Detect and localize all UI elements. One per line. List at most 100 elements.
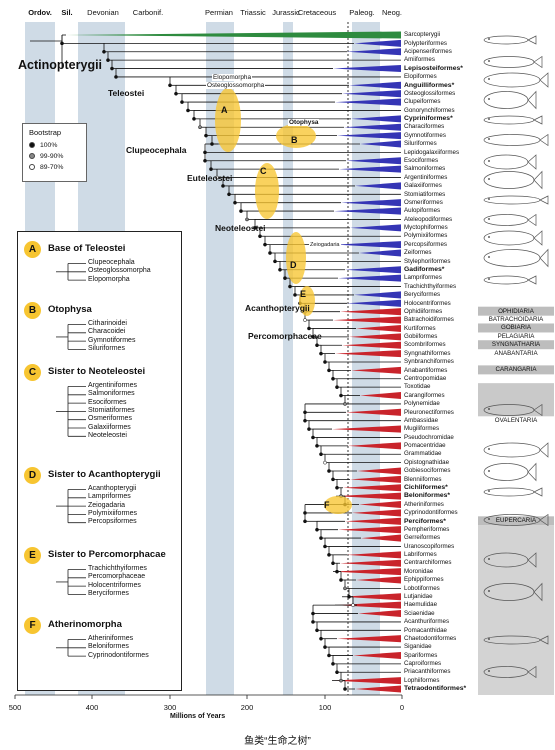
section-item: Trachichthyiformes <box>88 565 147 572</box>
clade-wedge <box>340 559 401 567</box>
bootstrap-node <box>351 603 355 608</box>
taxon-label: Zeiformes <box>404 249 432 257</box>
taxon-label: Beryciformes <box>404 291 441 299</box>
fish-body <box>483 56 535 68</box>
taxon-label: Siganidae <box>404 643 432 651</box>
taxon-label: Perciformes* <box>404 517 446 525</box>
clade-wedge <box>335 601 401 609</box>
taxon-label: Osmeriformes <box>404 198 443 206</box>
taxon-label: Myctophiformes <box>404 224 448 232</box>
fish-eye <box>488 470 490 472</box>
label-clupeocephala: Clupeocephala <box>126 145 187 155</box>
axis-title: Millions of Years <box>170 713 226 720</box>
bootstrap-node <box>331 376 335 381</box>
label-neoteleostei: Neoteleostei <box>215 223 266 233</box>
fish-body <box>483 275 529 285</box>
section-item: Siluriformes <box>88 344 125 352</box>
bootstrap-node <box>268 251 272 255</box>
fish-eye <box>488 590 490 592</box>
bootstrap-node <box>293 293 297 297</box>
fish-eye <box>488 256 490 258</box>
bootstrap-node <box>303 318 307 322</box>
highlight-ellipse <box>299 286 315 316</box>
taxon-label: Lepisosteiformes* <box>404 64 463 72</box>
fish-body <box>483 195 541 205</box>
bootstrap-row: 100% <box>29 142 57 149</box>
taxon-label: Pseudochromidae <box>404 433 454 441</box>
fish-body <box>483 72 541 88</box>
section-item: Neoteleostei <box>88 431 127 439</box>
taxon-label: Centrarchiformes <box>404 559 452 567</box>
taxon-label: Grammatidae <box>404 450 442 458</box>
fish-icon <box>483 170 543 190</box>
bootstrap-node <box>209 167 213 172</box>
taxon-label: Tetraodontiformes* <box>404 685 467 693</box>
clade-wedge <box>347 551 401 559</box>
section-title: Atherinomorpha <box>48 619 122 630</box>
bootstrap-node <box>258 234 262 239</box>
fish-tail <box>527 213 537 227</box>
bootstrap-node <box>102 49 106 54</box>
bootstrap-node <box>303 410 307 415</box>
bootstrap-node <box>253 225 257 230</box>
section-item: Zeiogadaria <box>88 501 125 509</box>
fish-eye <box>488 160 490 162</box>
taxon-label: Gymnotiformes <box>404 131 446 139</box>
taxon-label: Toxotidae <box>404 383 431 391</box>
inset-panel: A Base of Teleostei Clupeocephala Osteoglos… <box>17 231 182 691</box>
group-shading <box>478 516 554 526</box>
clade-wedge <box>354 291 401 299</box>
label-teleostei: Teleostei <box>108 88 145 98</box>
bootstrap-node <box>323 360 327 364</box>
taxon-label: Polynemidae <box>404 400 440 408</box>
taxon-label: Pleuronectiformes <box>404 408 454 416</box>
fish-body <box>483 666 529 678</box>
fish-tail <box>527 35 537 45</box>
fish-icon <box>483 248 549 268</box>
bootstrap-node <box>335 485 339 490</box>
taxon-label: Siluriformes <box>404 140 437 148</box>
bootstrap-node <box>263 242 267 247</box>
bootstrap-node <box>307 326 311 331</box>
clade-wedge <box>350 475 401 483</box>
fish-tail <box>527 462 537 482</box>
bootstrap-node <box>203 158 207 163</box>
fish-eye <box>488 38 490 40</box>
section-item: Percopsiformes <box>88 518 137 526</box>
bootstrap-dot <box>29 142 35 149</box>
section-letter-badge: F <box>24 617 41 634</box>
fish-body <box>483 91 529 109</box>
group-label: OVALENTARIA <box>494 416 538 424</box>
fish-icon <box>483 582 543 602</box>
bootstrap-node <box>311 620 315 624</box>
bootstrap-node <box>245 217 249 222</box>
fish-tail <box>533 55 543 69</box>
section-item: Elopomorpha <box>88 275 130 283</box>
fish-eye <box>488 670 490 672</box>
taxon-label: Centropomidae <box>404 374 447 382</box>
taxon-label: Sciaenidae <box>404 609 435 617</box>
bootstrap-node <box>331 561 335 566</box>
group-label: ANABANTARIA <box>494 349 538 357</box>
fish-body <box>483 487 535 497</box>
taxon-label: Cichliformes* <box>404 483 448 491</box>
fish-body <box>483 249 541 267</box>
fish-body <box>483 134 541 146</box>
fish-tail <box>527 552 537 568</box>
clade-wedge <box>358 610 401 618</box>
node-letter: C <box>260 166 267 176</box>
label-percomorphaceae: Percomorphaceae <box>248 331 322 341</box>
bootstrap-node <box>327 469 331 473</box>
bootstrap-node <box>186 108 190 113</box>
highlight-ellipse <box>215 88 241 152</box>
fish-tail <box>533 170 543 190</box>
bootstrap-node <box>339 393 343 398</box>
fish-icon <box>483 403 543 417</box>
taxon-label: Amiiformes <box>404 56 435 64</box>
fish-eye <box>488 178 490 180</box>
taxon-label: Sarcopterygii <box>404 31 441 39</box>
fish-eye <box>488 236 490 238</box>
bootstrap-node <box>331 477 335 482</box>
clade-wedge <box>66 31 401 39</box>
node-letter: E <box>300 289 307 299</box>
